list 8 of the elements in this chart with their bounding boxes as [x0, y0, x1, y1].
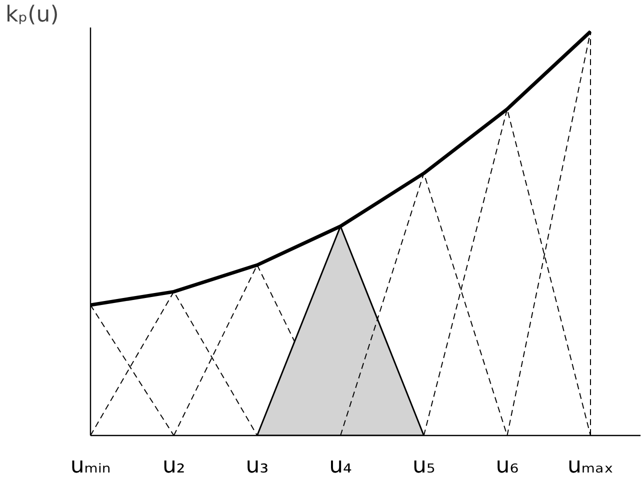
x-tick-label: u₅	[412, 454, 436, 478]
x-tick-label: u₃	[246, 454, 269, 478]
y-axis-title: kₚ(u)	[6, 2, 59, 28]
x-tick-label: uₘₐₓ	[567, 454, 614, 478]
x-tick-label: u₆	[496, 454, 519, 478]
x-tick-label: u₂	[162, 454, 186, 478]
x-tick-label: uₘᵢₙ	[70, 454, 111, 478]
x-tick-label: u₄	[329, 454, 352, 478]
